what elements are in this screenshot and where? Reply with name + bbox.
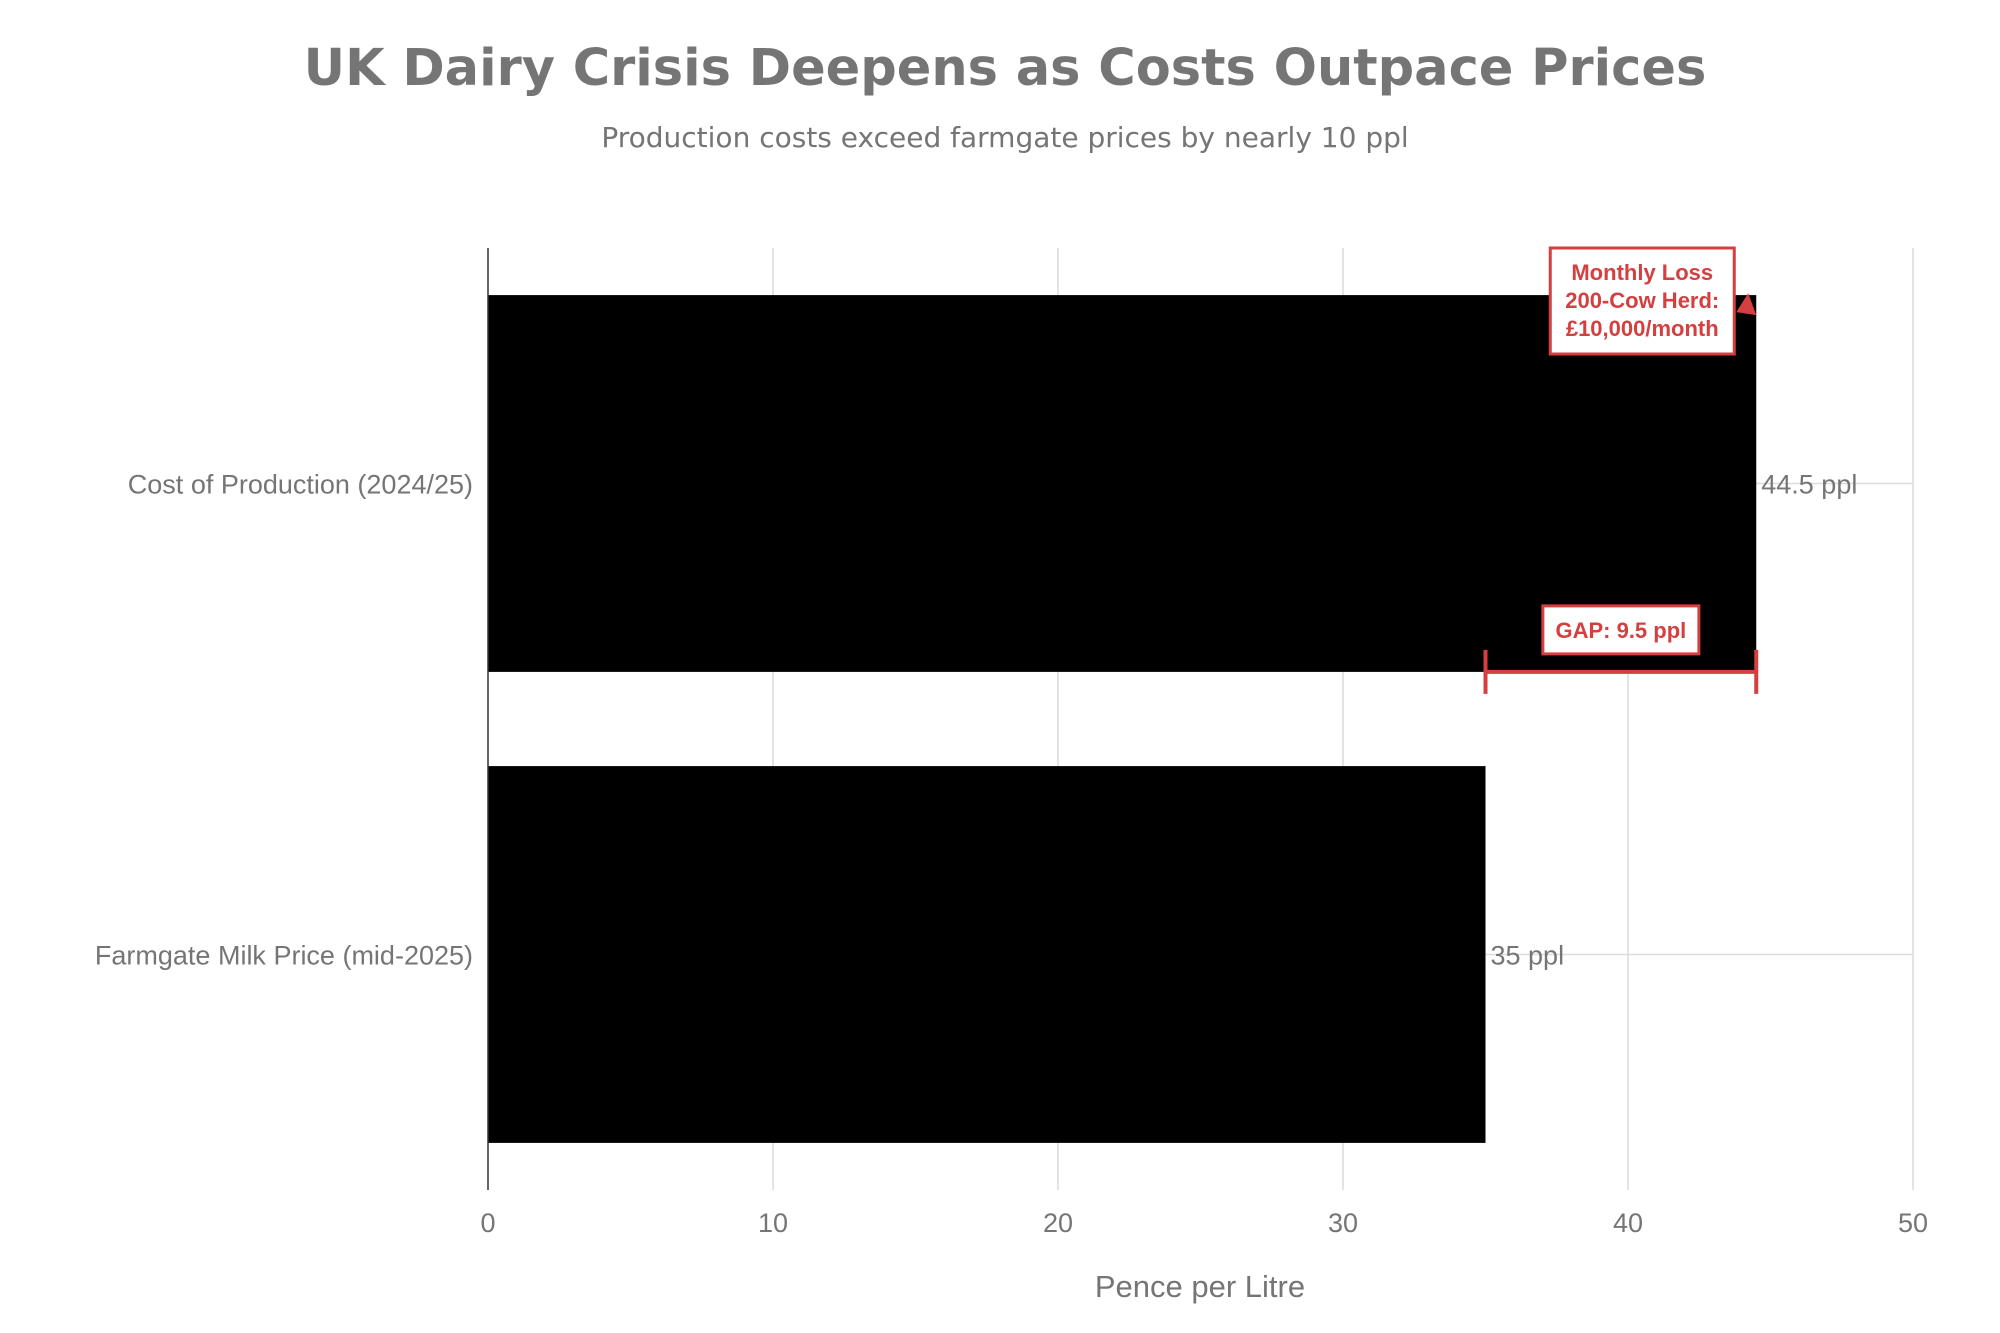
bars: 44.5 ppl 35 ppl	[488, 295, 1857, 1143]
x-tick-label: 20	[1043, 1208, 1073, 1238]
x-tick-label: 10	[758, 1208, 788, 1238]
annotations: Monthly Loss 200-Cow Herd: £10,000/month GA…	[1483, 246, 1759, 694]
chart-subtitle: Production costs exceed farmgate prices …	[601, 121, 1408, 154]
gap-label-box	[1541, 604, 1701, 656]
category-label: Farmgate Milk Price (mid-2025)	[95, 941, 473, 971]
bar	[488, 766, 1486, 1143]
axes: Cost of Production (2024/25) Farmgate Mil…	[95, 248, 1928, 1238]
bar-value-label: 44.5 ppl	[1761, 470, 1857, 500]
x-tick-label: 0	[480, 1208, 495, 1238]
category-label: Cost of Production (2024/25)	[128, 470, 473, 500]
bar-value-label: 35 ppl	[1491, 941, 1565, 971]
chart-title: UK Dairy Crisis Deepens as Costs Outpace…	[304, 39, 1707, 98]
x-tick-label: 40	[1613, 1208, 1643, 1238]
gap-label: GAP: 9.5 ppl	[1555, 618, 1686, 643]
monthly-loss-text: Monthly Loss	[1571, 260, 1713, 285]
monthly-loss-text: 200-Cow Herd:	[1565, 288, 1719, 313]
x-axis-title: Pence per Litre	[1095, 1269, 1305, 1304]
x-tick-label: 50	[1898, 1208, 1928, 1238]
monthly-loss-box	[1548, 246, 1736, 356]
monthly-loss-arrow	[1736, 293, 1757, 316]
x-tick-label: 30	[1328, 1208, 1358, 1238]
monthly-loss-text: £10,000/month	[1566, 316, 1719, 341]
